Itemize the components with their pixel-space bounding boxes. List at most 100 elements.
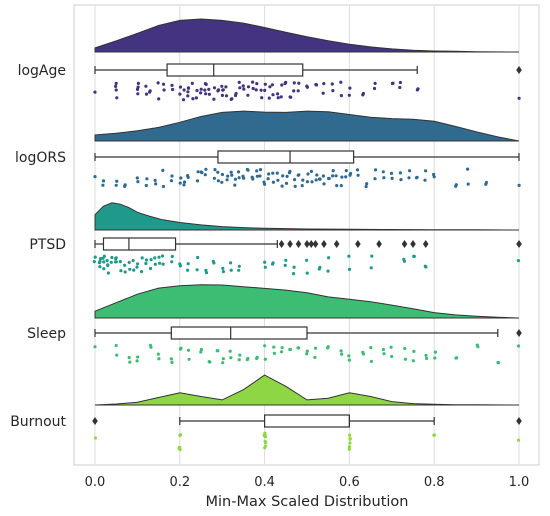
point-logORS-43 — [331, 174, 335, 178]
point-Sleep-38 — [517, 344, 521, 348]
point-Sleep-2 — [127, 355, 131, 360]
point-logORS-41b — [322, 182, 326, 186]
point-PTSD-16 — [140, 270, 144, 274]
category-label-PTSD: PTSD — [29, 237, 66, 253]
point-logORS-27b — [263, 182, 267, 186]
point-logORS-21b — [237, 176, 241, 180]
point-PTSD-0 — [92, 260, 96, 264]
point-logAge-17 — [204, 92, 208, 96]
point-logAge-34b — [268, 85, 272, 89]
point-logAge-28b — [242, 87, 246, 91]
point-Sleep-26b — [347, 358, 351, 362]
point-logORS-61 — [517, 183, 521, 187]
point-logAge-43b — [314, 83, 319, 87]
point-Sleep-34 — [433, 356, 437, 360]
point-logORS-49 — [364, 185, 368, 189]
point-logORS-19b — [230, 173, 234, 177]
point-PTSD-12b — [123, 270, 127, 274]
point-logORS-4 — [135, 176, 139, 180]
point-PTSD-37b — [327, 256, 331, 260]
point-PTSD-17b — [144, 258, 149, 262]
point-logORS-54b — [408, 169, 412, 173]
point-logAge-14b — [191, 97, 195, 101]
outlier-Sleep-0 — [516, 329, 522, 337]
point-logAge-24b — [224, 94, 229, 98]
point-logAge-9 — [170, 83, 174, 87]
point-logORS-25b — [255, 174, 259, 178]
point-logAge-11 — [181, 98, 186, 102]
point-logAge-20 — [212, 97, 216, 101]
point-logAge-38b — [284, 80, 288, 84]
point-logAge-19 — [207, 87, 211, 91]
x-tick-label-3: 0.6 — [339, 475, 360, 490]
point-PTSD-2b — [98, 259, 102, 263]
point-logORS-36b — [301, 178, 305, 182]
point-PTSD-24b — [186, 262, 190, 266]
point-logORS-5b — [145, 177, 149, 181]
point-logORS-10b — [183, 180, 187, 184]
point-logORS-31 — [280, 184, 284, 188]
point-logORS-15 — [212, 176, 216, 180]
point-Sleep-22b — [305, 349, 309, 353]
point-logAge-34 — [267, 96, 271, 100]
point-PTSD-11b — [119, 269, 123, 273]
point-logORS-8b — [170, 174, 174, 178]
point-logORS-46b — [344, 169, 348, 173]
point-PTSD-22b — [170, 254, 174, 259]
point-logAge-37 — [279, 95, 283, 99]
point-Sleep-10b — [208, 360, 212, 364]
point-PTSD-41b — [412, 254, 416, 258]
point-logORS-59b — [466, 182, 470, 186]
point-logAge-30b — [251, 86, 255, 91]
point-Sleep-6 — [169, 357, 173, 361]
x-tick-labels: 0.0 0.2 0.4 0.6 0.8 1.0 — [85, 475, 530, 490]
point-logORS-56b — [424, 169, 428, 173]
point-logORS-29 — [271, 171, 275, 175]
plot-frame — [73, 4, 540, 466]
point-logAge-8b — [162, 88, 166, 92]
point-logORS-16b — [216, 179, 220, 183]
point-logAge-15b — [195, 88, 199, 93]
point-logAge-23 — [220, 84, 224, 88]
point-Sleep-33b — [425, 356, 429, 361]
x-axis-title: Min-Max Scaled Distribution — [206, 494, 409, 510]
point-PTSD-29b — [229, 268, 233, 272]
point-logAge-29b — [246, 85, 251, 89]
point-logORS-58b — [454, 183, 458, 187]
point-logAge-6b — [148, 89, 152, 93]
point-Burnout-4b — [264, 441, 268, 445]
point-logAge-11b — [182, 88, 186, 92]
point-logORS-8 — [169, 179, 173, 183]
point-logORS-7b — [161, 184, 165, 189]
category-label-logAge: logAge — [18, 63, 66, 79]
point-PTSD-31 — [263, 260, 267, 264]
point-logORS-39 — [314, 178, 318, 182]
point-logAge-40 — [292, 89, 296, 93]
point-logAge-10 — [178, 92, 182, 96]
point-PTSD-29 — [229, 261, 233, 265]
point-PTSD-23b — [178, 264, 182, 268]
point-logAge-1 — [114, 84, 118, 88]
point-PTSD-20 — [157, 255, 161, 259]
point-logAge-7b — [157, 97, 161, 101]
point-logORS-43b — [331, 169, 335, 173]
point-logAge-35b — [271, 93, 275, 97]
point-logAge-49 — [372, 86, 377, 91]
point-logORS-51b — [382, 176, 386, 180]
point-logORS-38 — [309, 169, 313, 173]
point-PTSD-39b — [370, 254, 374, 258]
point-Sleep-34b — [433, 350, 437, 354]
point-logORS-50b — [374, 168, 378, 172]
point-Sleep-16b — [255, 355, 259, 359]
point-Sleep-20b — [288, 347, 292, 351]
point-PTSD-5 — [101, 256, 105, 260]
point-PTSD-8b — [110, 255, 114, 260]
point-PTSD-37 — [326, 269, 330, 273]
point-Sleep-13 — [228, 349, 232, 353]
point-logAge-47b — [348, 86, 352, 90]
point-logAge-7 — [156, 81, 160, 85]
box-logAge — [166, 63, 304, 77]
outlier-PTSD-6 — [321, 240, 327, 248]
point-PTSD-13 — [127, 260, 131, 264]
